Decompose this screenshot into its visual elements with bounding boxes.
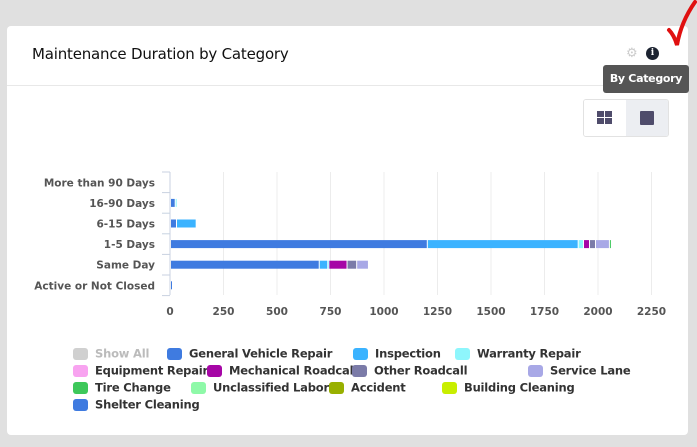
legend-label: Other Roadcall xyxy=(374,363,468,378)
bar-segment xyxy=(578,240,584,249)
legend-label: Warranty Repair xyxy=(477,346,581,361)
card-header: Maintenance Duration by Category ⚙ i xyxy=(7,26,688,86)
bar-chart: 0 250 500 750 1000 1250 1500 1750 2000 2250 More t… xyxy=(34,171,666,318)
legend-swatch xyxy=(352,364,367,377)
bar-segment xyxy=(609,240,611,249)
legend-show-all[interactable]: Show All xyxy=(73,346,150,361)
x-tick-label: 2000 xyxy=(583,306,612,318)
bar-segment xyxy=(596,240,609,249)
x-tick-label: 750 xyxy=(320,306,342,318)
legend-swatch xyxy=(191,381,206,394)
legend-label: Shelter Cleaning xyxy=(95,397,200,412)
grid-view-button[interactable] xyxy=(584,100,626,136)
legend-swatch xyxy=(167,347,182,360)
x-tick-label: 2250 xyxy=(637,306,666,318)
y-category-label: Active or Not Closed xyxy=(34,280,155,292)
x-tick-label: 0 xyxy=(166,306,173,318)
legend-swatch xyxy=(73,364,88,377)
x-tick-label: 250 xyxy=(213,306,235,318)
x-tick-label: 1750 xyxy=(530,306,559,318)
legend-swatch xyxy=(73,398,88,411)
gear-icon[interactable]: ⚙ xyxy=(626,46,638,61)
legend-swatch xyxy=(73,381,88,394)
legend-item[interactable]: Tire Change xyxy=(73,380,171,395)
bar-segment xyxy=(171,281,172,290)
legend-swatch xyxy=(207,364,222,377)
legend-swatch xyxy=(73,347,88,360)
tooltip: By Category xyxy=(603,65,689,93)
legend-swatch xyxy=(353,347,368,360)
legend-label: Equipment Repair xyxy=(95,363,208,378)
legend-swatch xyxy=(442,381,457,394)
legend-item[interactable]: Equipment Repair xyxy=(73,363,208,378)
x-tick-label: 1500 xyxy=(476,306,505,318)
bar-segment xyxy=(347,260,357,269)
x-tick-label: 1000 xyxy=(369,306,398,318)
bar-segment xyxy=(171,260,319,269)
legend-swatch xyxy=(329,381,344,394)
legend-item[interactable]: Shelter Cleaning xyxy=(73,397,200,412)
bar-segment xyxy=(171,198,175,207)
legend-item[interactable]: Building Cleaning xyxy=(442,380,575,395)
legend-swatch xyxy=(528,364,543,377)
bar-segment xyxy=(176,219,196,228)
bar-segment xyxy=(328,260,330,269)
legend-swatch xyxy=(455,347,470,360)
y-category-label: Same Day xyxy=(96,260,155,272)
legend-label: Service Lane xyxy=(550,363,631,378)
bar-segment xyxy=(175,198,177,207)
legend-label: Inspection xyxy=(375,346,441,361)
legend-label: Mechanical Roadcall xyxy=(229,363,358,378)
legend-item[interactable]: Warranty Repair xyxy=(455,346,581,361)
legend-label: Unclassified Labor xyxy=(213,380,329,395)
bar-segment xyxy=(319,260,328,269)
legend-label: Tire Change xyxy=(95,380,171,395)
y-category-label: 16-90 Days xyxy=(89,198,155,210)
card-title: Maintenance Duration by Category xyxy=(32,45,289,63)
legend-label: General Vehicle Repair xyxy=(189,346,333,361)
legend-item[interactable]: Accident xyxy=(329,380,406,395)
legend-item[interactable]: Unclassified Labor xyxy=(191,380,329,395)
legend-item[interactable]: Service Lane xyxy=(528,363,631,378)
bar-segment xyxy=(357,260,368,269)
bar-segment xyxy=(171,240,427,249)
legend-label: Building Cleaning xyxy=(464,380,575,395)
checkmark-annotation xyxy=(667,0,697,46)
bar-segment xyxy=(427,240,578,249)
x-tick-label: 1250 xyxy=(423,306,452,318)
single-view-button[interactable] xyxy=(626,100,668,136)
legend-label: Show All xyxy=(95,346,150,361)
bar-segment xyxy=(590,240,596,249)
legend-item[interactable]: General Vehicle Repair xyxy=(167,346,333,361)
legend-item[interactable]: Inspection xyxy=(353,346,441,361)
y-category-label: More than 90 Days xyxy=(44,177,155,189)
view-toggle xyxy=(583,99,669,137)
bar-segment xyxy=(171,219,176,228)
legend-label: Accident xyxy=(351,380,406,395)
y-category-label: 1-5 Days xyxy=(104,239,155,251)
bar-segment xyxy=(329,260,347,269)
info-icon[interactable]: i xyxy=(646,47,659,60)
bar-segment xyxy=(584,240,590,249)
legend-item[interactable]: Mechanical Roadcall xyxy=(207,363,358,378)
chart-card: Maintenance Duration by Category ⚙ i By … xyxy=(7,26,689,435)
grid-view-icon xyxy=(597,111,612,124)
x-tick-label: 500 xyxy=(266,306,288,318)
legend-item[interactable]: Other Roadcall xyxy=(352,363,468,378)
single-view-icon xyxy=(640,111,654,125)
y-category-label: 6-15 Days xyxy=(96,219,155,231)
